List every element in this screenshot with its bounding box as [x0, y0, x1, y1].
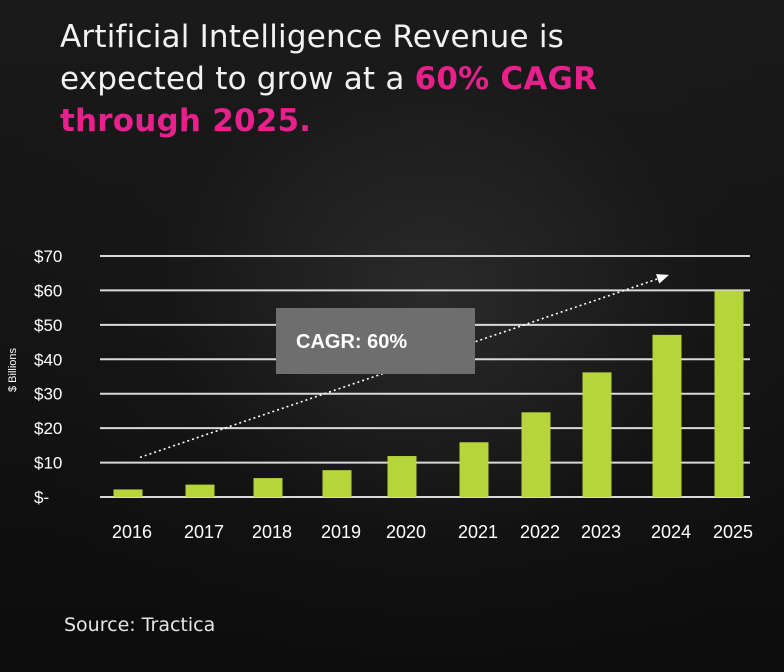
y-tick-label: $20	[34, 419, 62, 438]
y-axis-label: $ Billions	[7, 347, 19, 392]
bar-2016	[113, 489, 143, 497]
headline-highlight: 60% CAGR through 2025.	[60, 61, 598, 139]
x-tick-label: 2018	[252, 522, 292, 542]
x-tick-label: 2016	[112, 522, 152, 542]
cagr-callout-box	[276, 308, 475, 374]
headline-text: Artificial Intelligence Revenue is expec…	[60, 19, 565, 97]
arrow-head-icon	[656, 274, 669, 284]
bar-2022	[521, 412, 551, 497]
x-tick-label: 2023	[581, 522, 621, 542]
x-tick-label: 2021	[458, 522, 498, 542]
bar-2018	[253, 478, 283, 497]
x-tick-label: 2019	[321, 522, 361, 542]
bar-2019	[322, 470, 352, 497]
x-tick-label: 2025	[713, 522, 753, 542]
headline: Artificial Intelligence Revenue is expec…	[60, 16, 680, 142]
cagr-trend-arrow	[139, 274, 670, 459]
y-tick-label: $30	[34, 385, 62, 404]
y-tick-label: $40	[34, 350, 62, 369]
y-tick-label: $50	[34, 316, 62, 335]
x-tick-label: 2020	[386, 522, 426, 542]
bar-2025	[714, 290, 744, 497]
x-tick-label: 2022	[520, 522, 560, 542]
y-tick-label: $-	[34, 488, 49, 507]
y-tick-label: $10	[34, 454, 62, 473]
y-tick-label: $60	[34, 281, 62, 300]
x-tick-label: 2024	[651, 522, 691, 542]
cagr-callout-label: CAGR: 60%	[296, 331, 407, 353]
revenue-bar-chart: $- $10 $20 $30 $40 $50 $60 $70 $ Billions 2016 2…	[7, 247, 753, 542]
bar-2024	[652, 334, 682, 497]
bar-2020	[387, 456, 417, 497]
y-tick-label: $70	[34, 247, 62, 266]
x-tick-label: 2017	[184, 522, 224, 542]
bar-2017	[185, 484, 215, 497]
source-note: Source: Tractica	[64, 614, 216, 636]
bar-2021	[459, 442, 489, 497]
bar-2023	[582, 372, 612, 497]
